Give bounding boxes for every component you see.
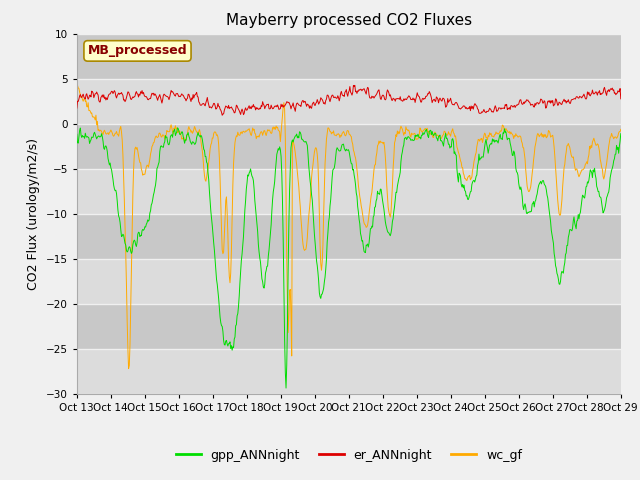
Text: MB_processed: MB_processed [88,44,188,58]
Bar [77,123,621,168]
Bar [77,79,621,123]
Bar [77,214,621,259]
Bar [77,348,621,394]
Bar [77,303,621,348]
Legend: gpp_ANNnight, er_ANNnight, wc_gf: gpp_ANNnight, er_ANNnight, wc_gf [171,444,527,467]
Bar [77,259,621,303]
Y-axis label: CO2 Flux (urology/m2/s): CO2 Flux (urology/m2/s) [28,138,40,289]
Bar [77,168,621,214]
Title: Mayberry processed CO2 Fluxes: Mayberry processed CO2 Fluxes [226,13,472,28]
Bar [77,34,621,79]
